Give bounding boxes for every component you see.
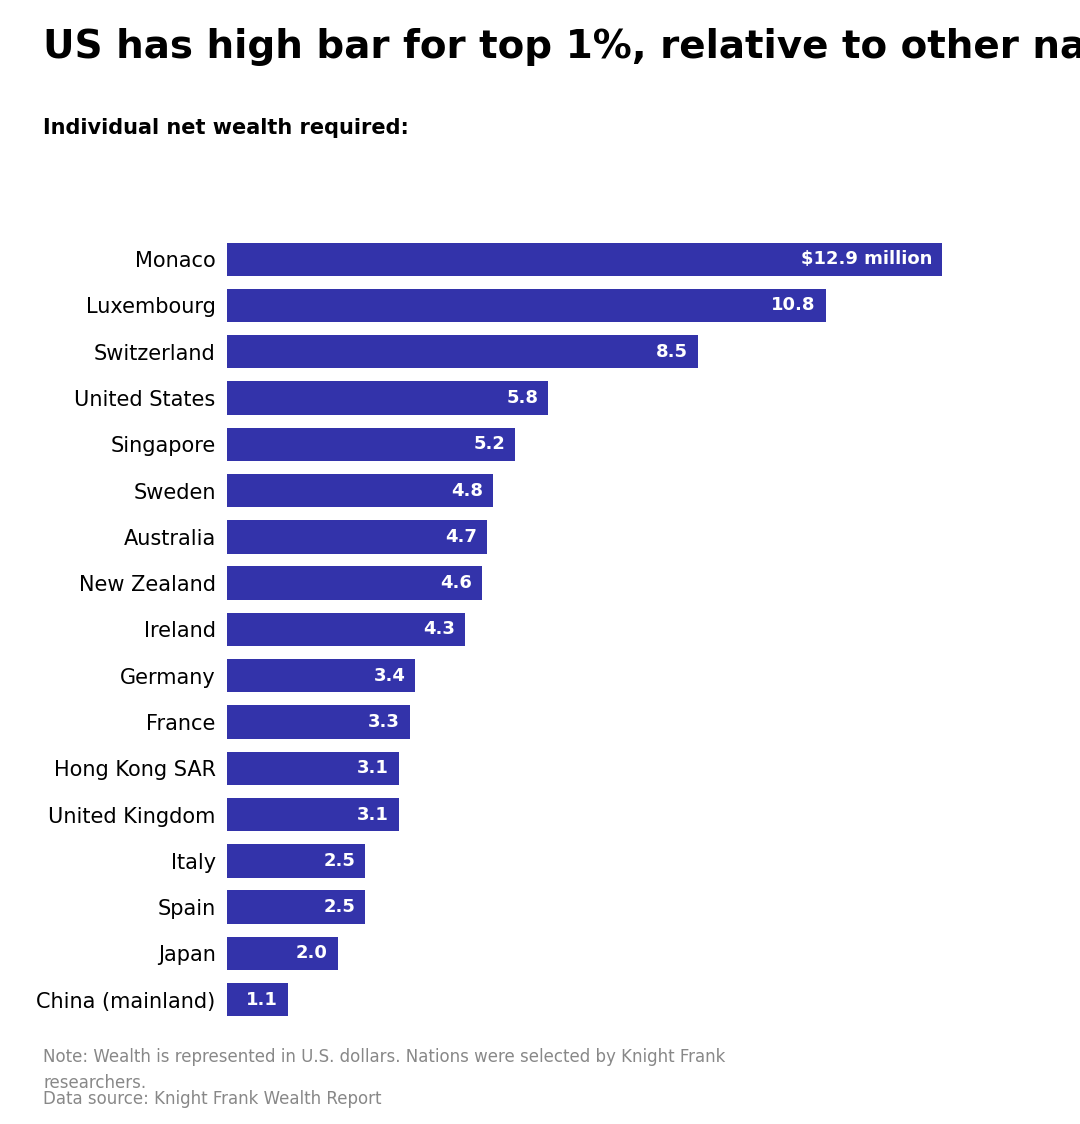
Bar [227,381,549,415]
Bar [227,474,492,507]
Bar [227,844,365,878]
Bar [227,289,826,323]
Text: $12.9 million: $12.9 million [801,251,932,269]
Text: 3.1: 3.1 [356,806,389,824]
Text: 10.8: 10.8 [771,297,815,315]
Bar [227,427,515,461]
Text: Note: Wealth is represented in U.S. dollars. Nations were selected by Knight Fra: Note: Wealth is represented in U.S. doll… [43,1048,726,1093]
Text: 3.1: 3.1 [356,760,389,778]
Bar [227,335,698,369]
Text: 4.8: 4.8 [451,481,483,499]
Bar [227,798,399,832]
Text: Individual net wealth required:: Individual net wealth required: [43,118,409,138]
Text: 5.2: 5.2 [473,435,505,453]
Text: 2.0: 2.0 [296,944,327,962]
Text: 4.7: 4.7 [446,528,477,546]
Text: Data source: Knight Frank Wealth Report: Data source: Knight Frank Wealth Report [43,1090,381,1108]
Text: 1.1: 1.1 [246,990,278,1008]
Text: 3.4: 3.4 [374,667,405,685]
Bar [227,890,365,924]
Text: 4.6: 4.6 [440,574,472,592]
Text: 2.5: 2.5 [324,898,355,916]
Text: 5.8: 5.8 [507,389,539,407]
Bar [227,936,338,970]
Text: 8.5: 8.5 [657,343,688,361]
Text: 2.5: 2.5 [324,852,355,870]
Bar [227,566,482,600]
Text: US has high bar for top 1%, relative to other nations: US has high bar for top 1%, relative to … [43,28,1080,66]
Text: 4.3: 4.3 [423,620,456,638]
Bar [227,752,399,785]
Bar [227,243,942,275]
Bar [227,659,416,692]
Bar [227,984,287,1016]
Bar [227,706,409,738]
Text: 3.3: 3.3 [368,713,400,731]
Bar [227,613,465,646]
Bar [227,520,487,553]
